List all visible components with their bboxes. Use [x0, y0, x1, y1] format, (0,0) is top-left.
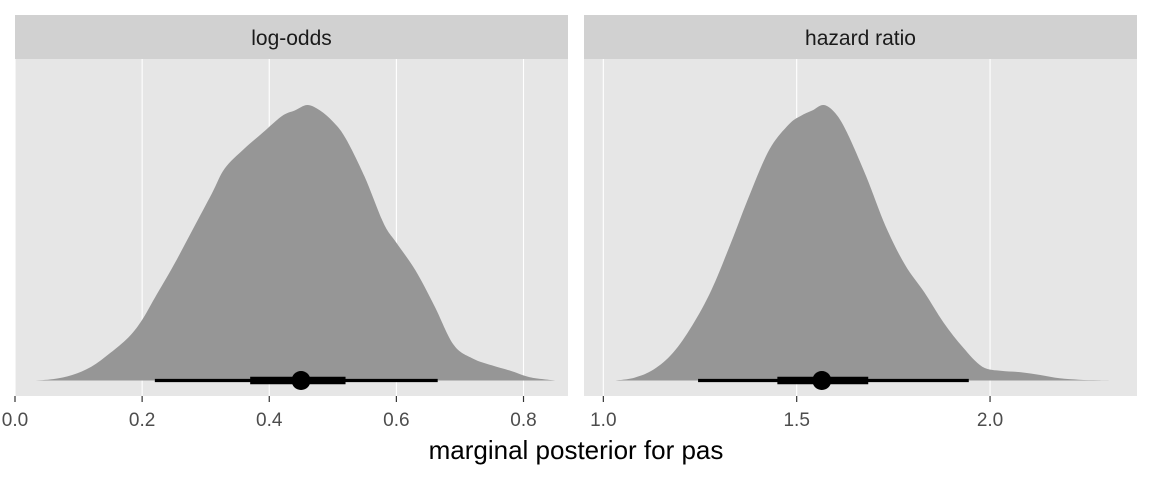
facet-strip: [584, 15, 1137, 59]
facet-0: log-odds 0.0 0.2 0.4 0.6 0.8: [2, 15, 568, 431]
x-tick-label: 0.0: [2, 410, 28, 431]
x-tick-label: 0.4: [256, 410, 283, 431]
density-area: [614, 104, 1122, 381]
density-area: [34, 105, 556, 381]
x-tick-label: 1.0: [590, 410, 616, 431]
x-tick-label: 2.0: [977, 410, 1003, 431]
x-tick-label: 0.6: [383, 410, 409, 431]
x-tick-label: 1.5: [783, 410, 809, 431]
x-tick-label: 0.2: [129, 410, 155, 431]
median-point: [812, 371, 832, 390]
facet-strip: [15, 15, 568, 59]
facet-strip-label: hazard ratio: [805, 27, 916, 50]
x-tick-label: 0.8: [510, 410, 536, 431]
x-axis-title: marginal posterior for pas: [429, 435, 724, 465]
facets-layer: log-odds 0.0 0.2 0.4 0.6 0.8 hazard ratio 1.0 1.…: [2, 15, 1137, 431]
facet-strip-label: log-odds: [251, 27, 332, 50]
median-point: [291, 371, 311, 390]
facet-1: hazard ratio 1.0 1.5 2.0: [584, 15, 1137, 431]
